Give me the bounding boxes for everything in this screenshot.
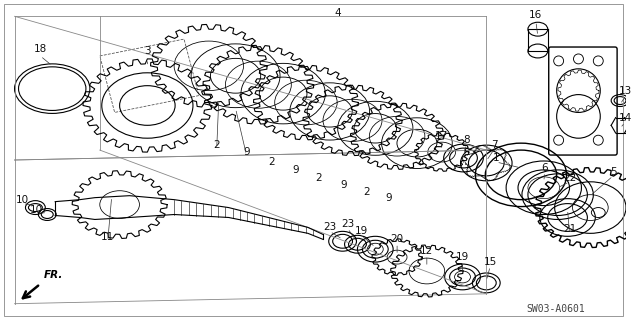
Text: 9: 9 [386,193,392,203]
Text: 15: 15 [483,257,497,267]
Text: 10: 10 [30,204,43,214]
Text: 2: 2 [363,187,370,197]
Text: 23: 23 [341,220,354,229]
Text: 1: 1 [493,153,500,163]
Text: 4: 4 [334,8,341,18]
Text: 19: 19 [456,252,469,262]
Text: 11: 11 [101,232,114,242]
Text: 21: 21 [563,224,576,234]
Text: FR.: FR. [44,270,62,280]
Text: 3: 3 [144,46,151,56]
Text: 8: 8 [463,135,470,145]
Text: 16: 16 [529,10,543,20]
Text: 19: 19 [355,226,368,236]
Text: 13: 13 [618,86,631,96]
Text: 2: 2 [316,173,322,183]
Text: 12: 12 [420,246,433,256]
Text: 18: 18 [33,44,47,54]
Text: 5: 5 [610,167,616,177]
Text: 2: 2 [268,157,274,167]
Text: 23: 23 [323,222,336,232]
Text: 22: 22 [563,173,576,183]
Text: 9: 9 [340,180,347,190]
Text: 9: 9 [293,165,299,175]
Text: 2: 2 [213,140,220,150]
Text: 6: 6 [541,163,548,173]
Text: 14: 14 [618,113,631,124]
Text: 17: 17 [435,131,448,141]
Text: 10: 10 [16,195,29,205]
Text: 9: 9 [243,147,250,157]
Text: 7: 7 [491,140,497,150]
Text: SW03-A0601: SW03-A0601 [526,304,585,314]
Text: 20: 20 [391,234,404,244]
